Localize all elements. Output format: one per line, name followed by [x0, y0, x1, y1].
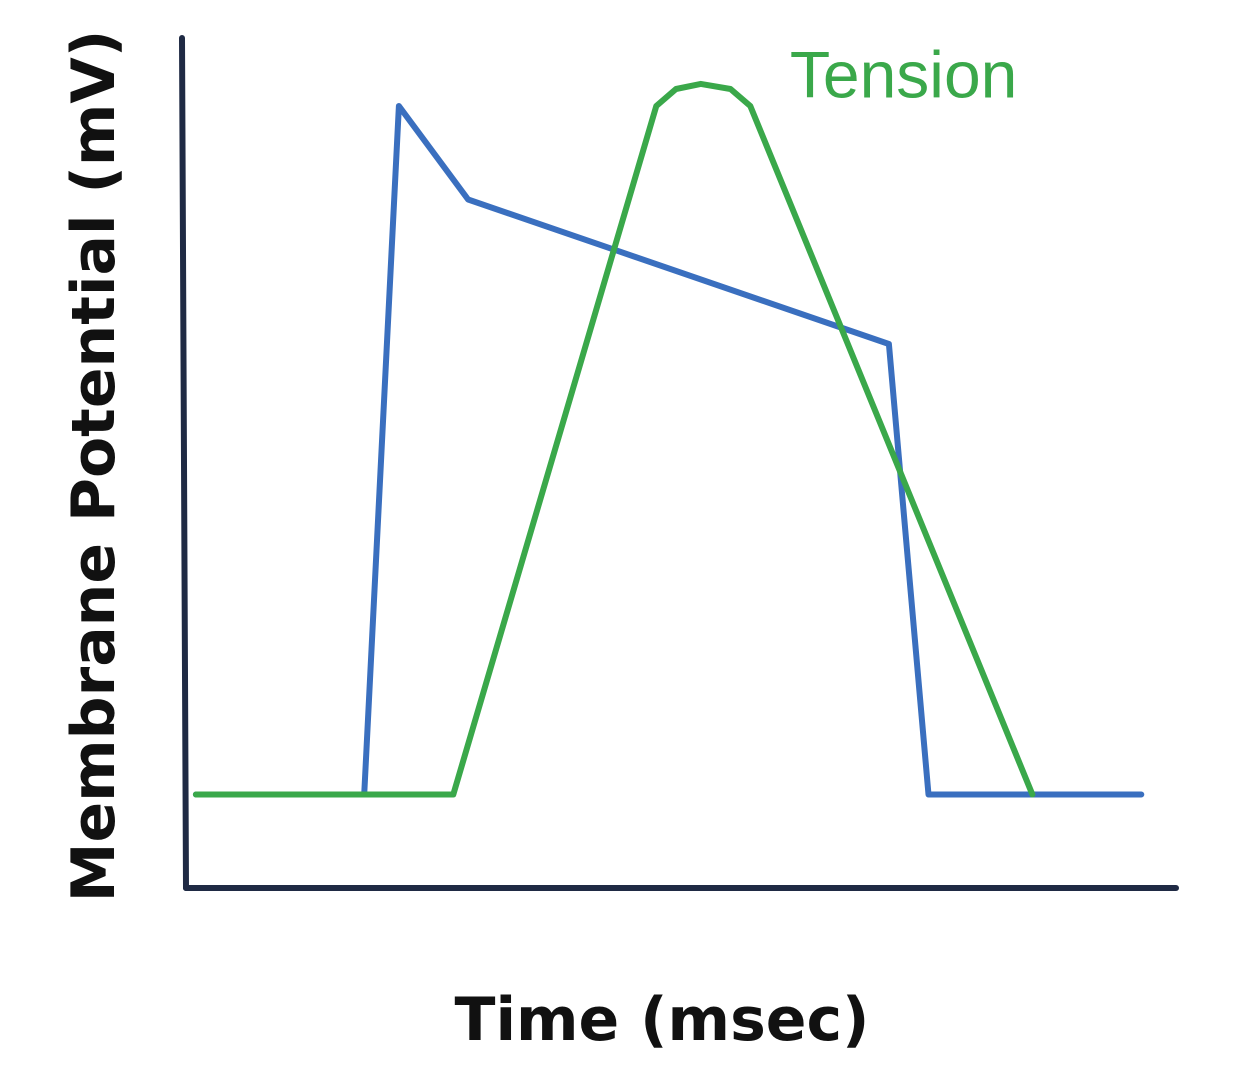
x-axis-label: Time (msec) [455, 985, 870, 1055]
membrane-potential-line [192, 103, 1145, 798]
label-layer: Tension [790, 38, 1018, 112]
series-layer [192, 80, 1145, 798]
tension-series-label: Tension [790, 38, 1018, 112]
y-axis [179, 35, 189, 891]
y-axis-label: Membrane Potential (mV) [59, 30, 129, 903]
tension-line [192, 80, 1036, 798]
